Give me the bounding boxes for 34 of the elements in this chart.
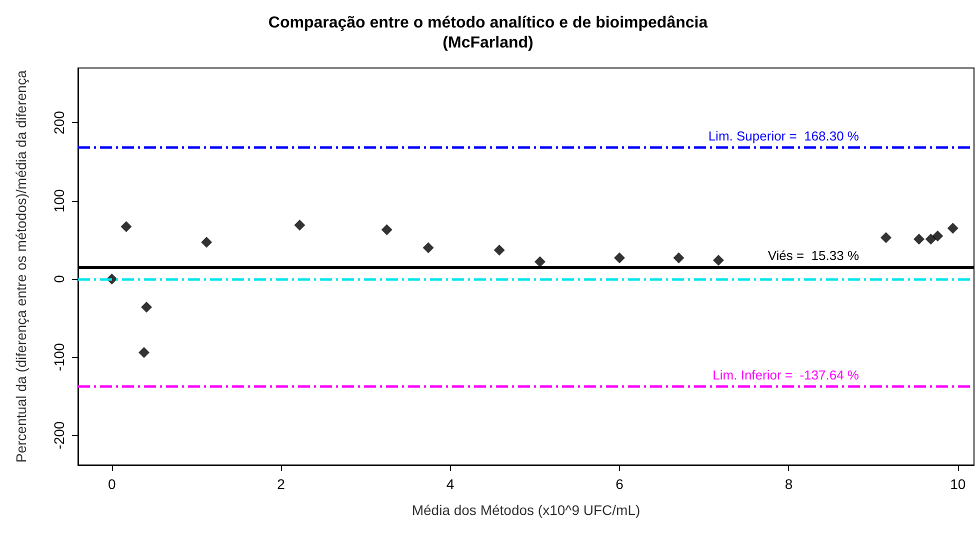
point (120, 221, 132, 232)
point (534, 256, 546, 268)
y-tick-label: -200 (51, 421, 67, 450)
ref-line-label: Viés = 15.33 % (768, 248, 860, 264)
point (914, 234, 925, 245)
point (925, 234, 936, 245)
point (494, 244, 505, 256)
point (712, 254, 724, 266)
point (947, 222, 958, 234)
point (141, 302, 152, 313)
x-tick-label: 6 (616, 476, 624, 492)
x-axis-title: Média dos Métodos (x10^9 UFC/mL) (412, 502, 640, 518)
y-tick-label: -100 (51, 342, 67, 372)
point (138, 346, 150, 358)
y-tick-label: 100 (51, 188, 67, 213)
x-tick-label: 0 (108, 476, 116, 492)
x-tick-label: 8 (784, 476, 793, 492)
point (422, 242, 434, 254)
point (381, 224, 392, 236)
x-tick-label: 4 (446, 476, 454, 492)
ref-line-label: Lim. Superior = 168.30 % (708, 128, 860, 144)
point (932, 230, 944, 242)
point (880, 232, 892, 244)
x-tick-label: 2 (277, 476, 286, 492)
x-tick-label: 10 (950, 476, 966, 492)
point (294, 220, 306, 231)
y-axis-title: Percentual da (diferença entre os métodos)/média da diferença (13, 70, 29, 463)
point (673, 252, 684, 264)
y-tick-label: 0 (51, 274, 67, 283)
ref-line-label: Lim. Inferior = -137.64 % (712, 368, 860, 383)
y-tick-label: 200 (51, 110, 67, 134)
chart-title: Comparação entre o método analítico e de bioimpedância (McFarland) (268, 14, 708, 52)
point (201, 236, 212, 248)
point (614, 252, 625, 264)
